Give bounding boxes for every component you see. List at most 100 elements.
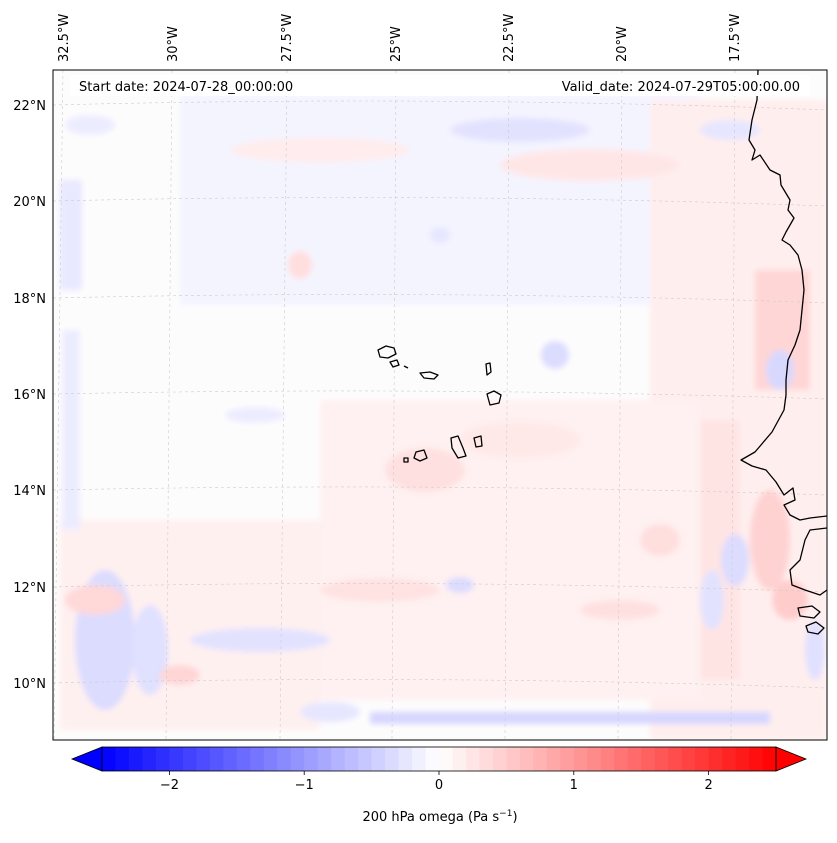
colorbar-cell [735, 747, 750, 771]
colorbar-cell [317, 747, 332, 771]
island-sao-nicolau [419, 371, 439, 380]
colorbar-tick-label: 1 [570, 778, 578, 793]
header-box [70, 75, 810, 96]
colorbar-cell [560, 747, 575, 771]
island-maio [473, 435, 483, 448]
lat-label: 18°N [13, 292, 46, 307]
header-valid-date: Valid_date: 2024-07-29T05:00:00.00 [562, 80, 800, 95]
colorbar-cell [412, 747, 427, 771]
colorbar-cell [668, 747, 683, 771]
colorbar-cell [196, 747, 211, 771]
colorbar-cell [155, 747, 170, 771]
colorbar-extend-high [775, 746, 808, 772]
colorbar-cell [115, 747, 130, 771]
colorbar-cell [358, 747, 373, 771]
colorbar-cell [398, 747, 413, 771]
colorbar-tick-labels: −2 −1 0 1 2 [160, 778, 713, 793]
colorbar-cell [573, 747, 588, 771]
colorbar-cell [425, 747, 440, 771]
colorbar-cell [600, 747, 615, 771]
island-boa-vista [486, 390, 502, 406]
colorbar-cell [277, 747, 292, 771]
colorbar-cell [128, 747, 144, 771]
colorbar-label: 200 hPa omega (Pa s−1) [362, 809, 517, 825]
lat-label: 22°N [13, 99, 46, 114]
coast-bijagos [797, 605, 821, 619]
island-santiago [450, 435, 467, 459]
colorbar-ticks [168, 771, 709, 775]
lat-label: 10°N [13, 677, 46, 692]
island-santo-antao [377, 345, 397, 359]
lon-label: 22.5°W [502, 14, 517, 62]
colorbar-extend-low [70, 746, 103, 772]
island-brava [403, 457, 409, 463]
colorbar-cell [236, 747, 251, 771]
colorbar-cell [492, 747, 507, 771]
colorbar-cell [142, 747, 157, 771]
colorbar-cell [722, 747, 737, 771]
colorbar-cell [654, 747, 669, 771]
colorbar-cell [250, 747, 265, 771]
lat-label: 20°N [13, 195, 46, 210]
colorbar-cell [263, 747, 278, 771]
colorbar-cell [344, 747, 359, 771]
lon-label: 17.5°W [728, 14, 743, 62]
lon-label: 20°W [615, 26, 630, 62]
colorbar-cell [439, 747, 454, 771]
coast-bijagos-2 [805, 621, 825, 635]
colorbar-cell [452, 747, 467, 771]
colorbar-cell [169, 747, 184, 771]
lon-labels: 32.5°W 30°W 27.5°W 25°W 22.5°W 20°W 17.5… [57, 14, 743, 62]
colorbar-tick-label: −2 [160, 778, 179, 793]
colorbar-cell [371, 747, 386, 771]
island-sao-vicente [389, 359, 400, 368]
colorbar-cell [762, 747, 777, 771]
lat-label: 16°N [13, 388, 46, 403]
graticule [53, 70, 827, 740]
island-fogo [413, 449, 428, 462]
colorbar-cell [290, 747, 305, 771]
colorbar: −2 −1 0 1 2 200 hPa omega (Pa s−1) [70, 746, 808, 825]
header-start-date: Start date: 2024-07-28_00:00:00 [79, 80, 293, 95]
lon-label: 30°W [166, 26, 181, 62]
colorbar-cell [102, 747, 117, 771]
colorbar-cell [479, 747, 494, 771]
map-frame [52, 69, 828, 741]
colorbar-cell [533, 747, 548, 771]
colorbar-cell [465, 747, 481, 771]
colorbar-cell [681, 747, 696, 771]
colorbar-tick-label: 0 [435, 778, 443, 793]
colorbar-cell [708, 747, 723, 771]
colorbar-cell [331, 747, 346, 771]
colorbar-cell [695, 747, 710, 771]
colorbar-cell [627, 747, 642, 771]
colorbar-cell [209, 747, 224, 771]
lon-label: 32.5°W [57, 14, 72, 62]
lon-label: 25°W [389, 26, 404, 62]
african-coast [740, 70, 827, 521]
island-sal [485, 362, 492, 376]
coastline [377, 70, 827, 635]
colorbar-cell [641, 747, 656, 771]
colorbar-cell [519, 747, 534, 771]
colorbar-tick-label: −1 [295, 778, 314, 793]
colorbar-cells [102, 747, 777, 771]
lat-label: 12°N [13, 581, 46, 596]
lon-label: 27.5°W [280, 14, 295, 62]
colorbar-cell [587, 747, 602, 771]
colorbar-cell [614, 747, 629, 771]
colorbar-cell [749, 747, 764, 771]
colorbar-cell [506, 747, 521, 771]
lat-label: 14°N [13, 484, 46, 499]
colorbar-cell [304, 747, 319, 771]
colorbar-cell [182, 747, 197, 771]
colorbar-cell [223, 747, 238, 771]
coast-south [789, 527, 827, 596]
colorbar-cell [385, 747, 400, 771]
colorbar-cell [546, 747, 561, 771]
island-santa-luzia [403, 365, 409, 369]
colorbar-tick-label: 2 [704, 778, 712, 793]
lat-labels: 22°N 20°N 18°N 16°N 14°N 12°N 10°N [13, 99, 46, 692]
